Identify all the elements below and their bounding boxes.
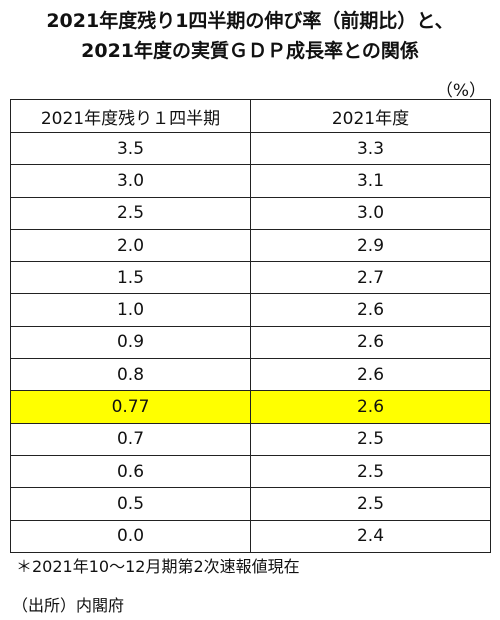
table-row: 0.6 2.5 <box>10 454 491 489</box>
table-header-row: 2021年度残り１四半期 2021年度 <box>10 99 491 133</box>
table-row: 3.5 3.3 <box>10 131 491 166</box>
growth-rate-table: 2021年度残り１四半期 2021年度 3.5 3.3 3.0 3.1 2.5 3.0 2.… <box>10 99 491 553</box>
cell-remaining-quarter-growth: 3.0 <box>10 164 251 198</box>
chart-title: 2021年度残り1四半期の伸び率（前期比）と、 2021年度の実質ＧＤＰ成長率と… <box>0 6 500 66</box>
cell-remaining-quarter-growth: 0.8 <box>10 358 251 392</box>
cell-remaining-quarter-growth: 0.77 <box>10 390 251 424</box>
cell-fiscal-year-growth: 3.3 <box>250 131 491 166</box>
cell-remaining-quarter-growth: 0.0 <box>10 519 251 553</box>
cell-remaining-quarter-growth: 2.5 <box>10 196 251 230</box>
table-row: 2.0 2.9 <box>10 228 491 263</box>
cell-remaining-quarter-growth: 1.5 <box>10 261 251 295</box>
cell-remaining-quarter-growth: 0.6 <box>10 454 251 489</box>
cell-remaining-quarter-growth: 1.0 <box>10 293 251 327</box>
cell-fiscal-year-growth: 3.1 <box>250 164 491 198</box>
cell-remaining-quarter-growth: 3.5 <box>10 131 251 166</box>
table-row: 3.0 3.1 <box>10 164 491 198</box>
footnote: ＊2021年10～12月期第2次速報値現在 <box>16 557 300 576</box>
table-body: 3.5 3.3 3.0 3.1 2.5 3.0 2.0 2.9 1.5 2.7 1.0 2.6 0.9 2… <box>10 131 491 553</box>
table-row: 0.8 2.6 <box>10 358 491 392</box>
table-row: 1.5 2.7 <box>10 261 491 295</box>
cell-fiscal-year-growth: 2.5 <box>250 454 491 489</box>
cell-fiscal-year-growth: 2.6 <box>250 325 491 360</box>
column-header-fiscal-year: 2021年度 <box>250 99 491 133</box>
title-line-1: 2021年度残り1四半期の伸び率（前期比）と、 <box>46 10 454 32</box>
cell-fiscal-year-growth: 2.5 <box>250 487 491 521</box>
unit-label: （%） <box>435 81 486 101</box>
cell-fiscal-year-growth: 2.9 <box>250 228 491 263</box>
cell-fiscal-year-growth: 2.5 <box>250 422 491 456</box>
cell-fiscal-year-growth: 2.6 <box>250 390 491 424</box>
cell-remaining-quarter-growth: 2.0 <box>10 228 251 263</box>
table-row: 2.5 3.0 <box>10 196 491 230</box>
source-note: （出所）内閣府 <box>12 596 125 615</box>
cell-remaining-quarter-growth: 0.9 <box>10 325 251 360</box>
table-row: 0.0 2.4 <box>10 519 491 553</box>
table-row-highlighted: 0.77 2.6 <box>10 390 491 424</box>
cell-fiscal-year-growth: 2.6 <box>250 358 491 392</box>
cell-fiscal-year-growth: 2.7 <box>250 261 491 295</box>
cell-fiscal-year-growth: 2.4 <box>250 519 491 553</box>
title-line-2: 2021年度の実質ＧＤＰ成長率との関係 <box>81 40 419 62</box>
table-row: 0.9 2.6 <box>10 325 491 360</box>
table-row: 0.7 2.5 <box>10 422 491 456</box>
cell-fiscal-year-growth: 2.6 <box>250 293 491 327</box>
cell-remaining-quarter-growth: 0.7 <box>10 422 251 456</box>
cell-remaining-quarter-growth: 0.5 <box>10 487 251 521</box>
cell-fiscal-year-growth: 3.0 <box>250 196 491 230</box>
column-header-remaining-quarter: 2021年度残り１四半期 <box>10 99 251 133</box>
table-row: 1.0 2.6 <box>10 293 491 327</box>
table-row: 0.5 2.5 <box>10 487 491 521</box>
